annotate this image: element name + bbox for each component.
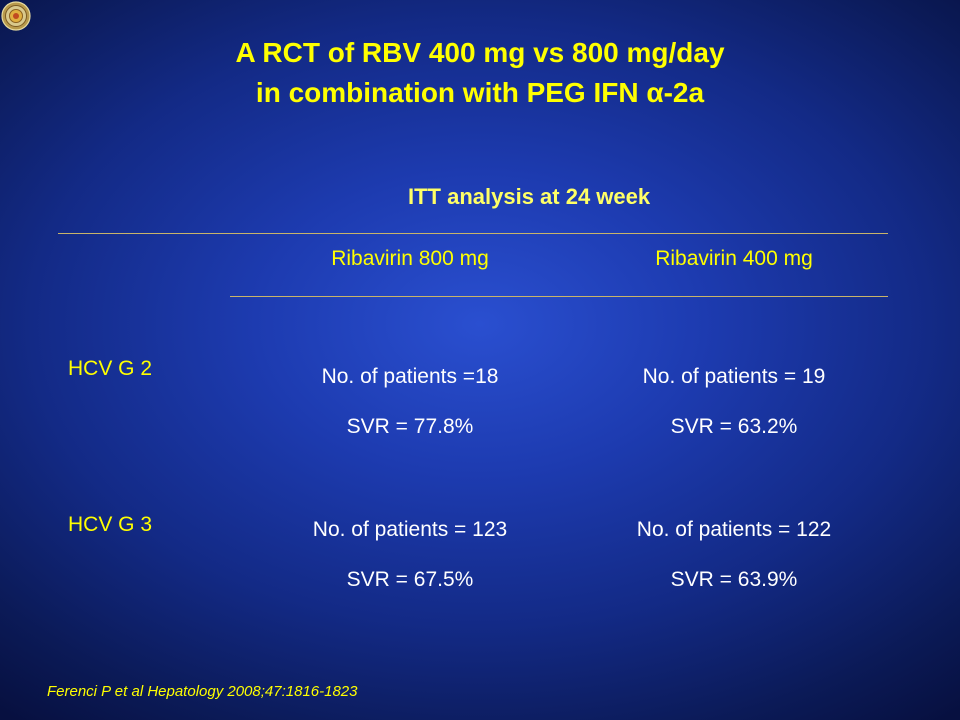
alpha-symbol: α: [646, 77, 664, 108]
header-bottom-rule: [230, 296, 888, 297]
row-label-hcv-g2: HCV G 2: [68, 357, 153, 380]
title-line-2-suffix: -2a: [663, 77, 705, 108]
cell-g3-800-patients: No. of patients = 123: [312, 518, 508, 541]
table-subtitle: ITT analysis at 24 week: [408, 184, 651, 209]
column-header-ribavirin-400: Ribavirin 400 mg: [655, 247, 813, 270]
seal-logo-icon: [1, 1, 31, 31]
citation: Ferenci P et al Hepatology 2008;47:1816-…: [47, 683, 358, 700]
table-top-rule: [58, 233, 888, 234]
column-header-ribavirin-800: Ribavirin 800 mg: [331, 247, 489, 270]
cell-g2-400-svr: SVR = 63.2%: [670, 415, 798, 438]
cell-g3-800-svr: SVR = 67.5%: [346, 568, 474, 591]
cell-g2-800-patients: No. of patients =18: [321, 365, 499, 388]
row-label-hcv-g3: HCV G 3: [68, 513, 153, 536]
slide-title-line-1: A RCT of RBV 400 mg vs 800 mg/day: [235, 37, 725, 68]
cell-g2-800-svr: SVR = 77.8%: [346, 415, 474, 438]
cell-g3-400-patients: No. of patients = 122: [636, 518, 832, 541]
cell-g2-400-patients: No. of patients = 19: [642, 365, 826, 388]
cell-g3-400-svr: SVR = 63.9%: [670, 568, 798, 591]
slide-title-line-2: in combination with PEG IFN α-2a: [0, 73, 960, 113]
title-line-2-text: in combination with PEG IFN: [255, 77, 647, 108]
